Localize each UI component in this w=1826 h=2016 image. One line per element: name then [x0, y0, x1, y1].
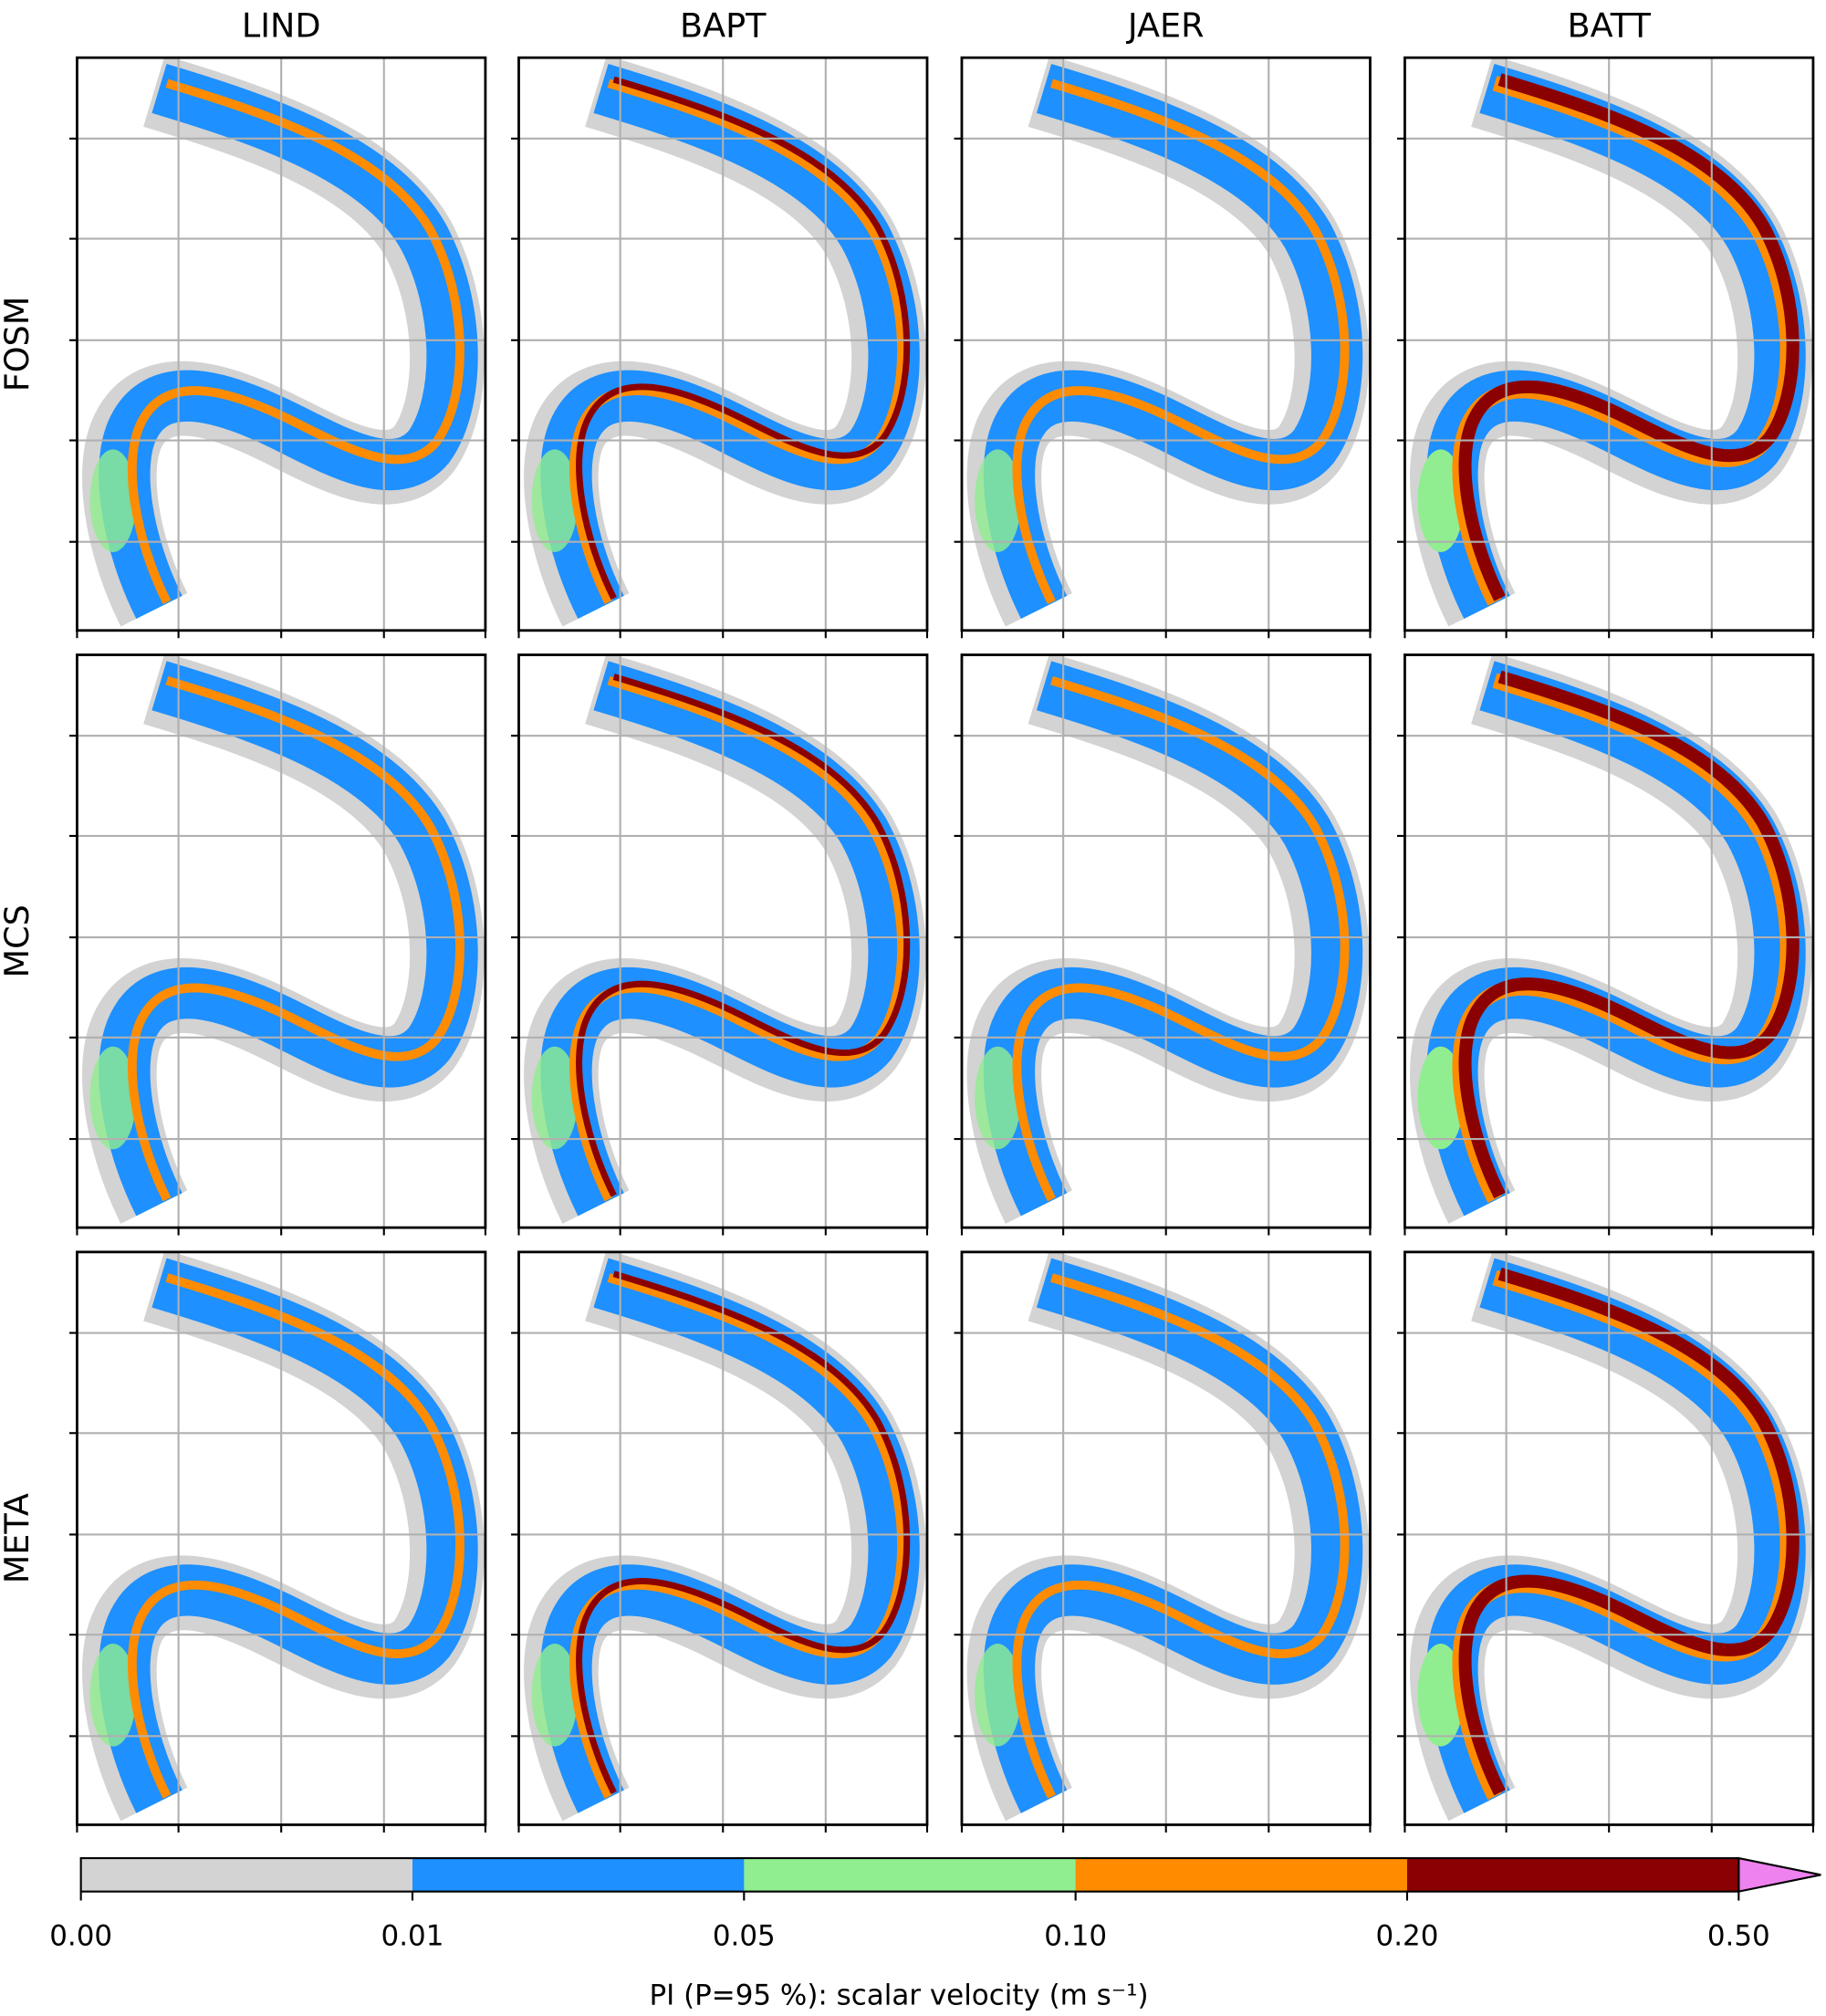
map-panel: [1397, 653, 1815, 1236]
river-main: [983, 1258, 1363, 1813]
river-shoal: [531, 449, 579, 552]
map-area: [77, 57, 485, 631]
map-panel: [511, 653, 929, 1236]
map-panel: [511, 56, 929, 639]
map-panel: [954, 56, 1372, 639]
map-panel: [68, 653, 487, 1236]
river-shoal: [975, 449, 1021, 552]
river-main: [983, 661, 1363, 1217]
map-area: [961, 1251, 1371, 1825]
colorbar-tick-label: 0.01: [381, 1920, 444, 1953]
column-title: BATT: [1568, 6, 1652, 46]
colorbar-tick-label: 0.20: [1376, 1920, 1439, 1953]
river-streak: [127, 675, 464, 1202]
river-main: [540, 64, 920, 620]
colorbar-extend: [1737, 1856, 1821, 1893]
map-area: [1404, 57, 1813, 631]
river-main: [540, 1258, 920, 1813]
river-streak: [569, 78, 906, 605]
map-panel: [954, 653, 1372, 1236]
colorbar-segment: [412, 1858, 746, 1892]
map-panel: [68, 1250, 487, 1833]
colorbar-segment: [1075, 1858, 1408, 1892]
map-area: [961, 57, 1371, 631]
colorbar-label: PI (P=95 %): scalar velocity (m s⁻¹): [649, 1979, 1148, 2011]
colorbar-segment: [80, 1858, 413, 1892]
column-title: BAPT: [680, 6, 767, 46]
colorbar-tick-label: 0.10: [1044, 1920, 1107, 1953]
map-area: [518, 654, 927, 1228]
river-main: [99, 661, 478, 1217]
column-title: LIND: [242, 6, 321, 46]
colorbar-segment: [744, 1858, 1077, 1892]
row-label: FOSM: [0, 297, 37, 392]
river-shoal: [89, 1046, 137, 1150]
river-streak: [569, 1273, 906, 1799]
river-streak: [127, 78, 464, 605]
colorbar-tick-label: 0.05: [713, 1920, 776, 1953]
river-shoal: [89, 449, 137, 552]
river-shoal: [89, 1644, 137, 1747]
map-area: [77, 654, 485, 1228]
map-panel: [954, 1250, 1372, 1833]
map-panel: [1397, 56, 1815, 639]
map-area: [77, 1251, 485, 1825]
map-area: [518, 1251, 927, 1825]
map-panel: [511, 1250, 929, 1833]
river-main: [983, 64, 1363, 620]
river-main: [99, 64, 478, 620]
row-label: META: [0, 1493, 37, 1583]
column-title: JAER: [1126, 6, 1205, 46]
river-streak: [1012, 1273, 1350, 1799]
row-label: MCS: [0, 904, 37, 977]
river-streak: [1012, 675, 1350, 1202]
map-area: [518, 57, 927, 631]
river-shoal: [975, 1046, 1021, 1150]
river-streak: [127, 1273, 464, 1799]
colorbar-frame: [79, 1856, 1740, 1893]
colorbar-segment: [1406, 1858, 1740, 1892]
map-area: [1404, 1251, 1813, 1825]
river-main: [540, 661, 920, 1217]
river-streak: [569, 675, 906, 1202]
map-area: [961, 654, 1371, 1228]
river-main: [99, 1258, 478, 1813]
river-shoal: [975, 1644, 1021, 1747]
river-streak: [1012, 78, 1350, 605]
colorbar-tick-label: 0.00: [49, 1920, 112, 1953]
map-area: [1404, 654, 1813, 1228]
map-panel: [68, 56, 487, 639]
map-panel: [1397, 1250, 1815, 1833]
colorbar-tick-label: 0.50: [1707, 1920, 1770, 1953]
river-shoal: [531, 1644, 579, 1747]
river-shoal: [531, 1046, 579, 1150]
